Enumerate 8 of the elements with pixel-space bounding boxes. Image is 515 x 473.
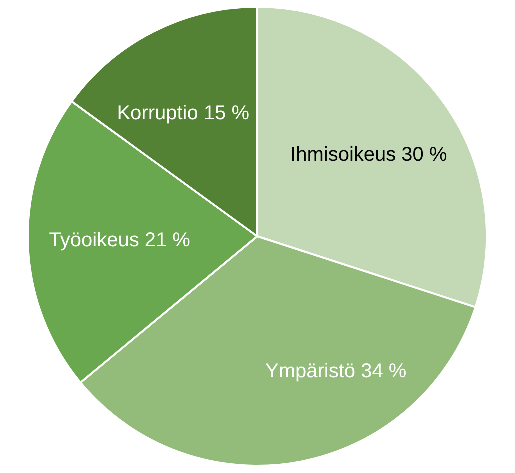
data-label: 30 % [402, 144, 448, 166]
slice-label: Ihmisoikeus [290, 144, 402, 166]
slice-label: Ympäristö [266, 360, 362, 382]
data-label: 21 % [144, 229, 191, 252]
slice-label: Työoikeus [49, 229, 145, 252]
data-label: 15 % [204, 102, 250, 124]
data-label: 34 % [361, 360, 407, 382]
slice-label: Korruptio [117, 102, 204, 124]
